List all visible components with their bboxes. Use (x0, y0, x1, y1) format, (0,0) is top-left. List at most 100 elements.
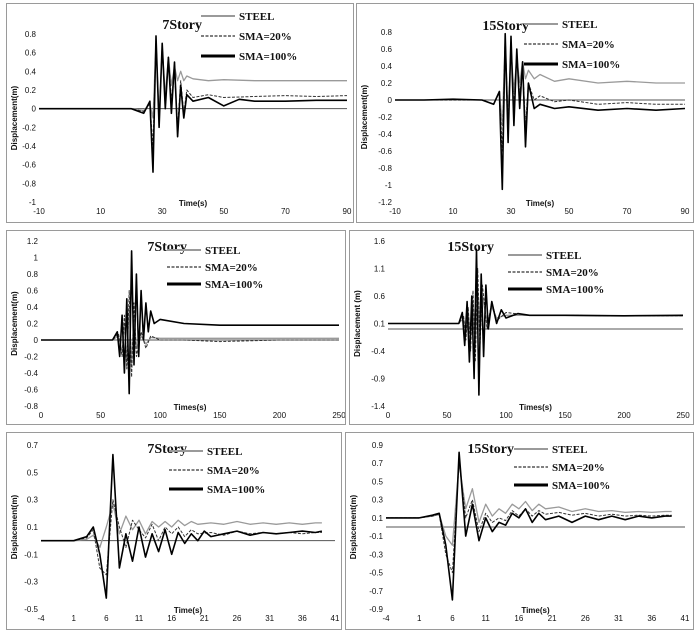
x-tick-label: 10 (449, 207, 458, 216)
y-tick-label: -0.9 (371, 375, 385, 384)
x-tick-label: 30 (158, 207, 167, 216)
y-axis-label: Displacement (m) (353, 290, 362, 357)
y-tick-label: -0.1 (24, 550, 38, 559)
chart-title: 7Story (162, 18, 202, 33)
x-axis-label: Time(s) (174, 606, 203, 615)
legend-entry: STEEL (239, 11, 274, 23)
chart-panel-4: 1.6 1.1 0.6 0.1 -0.4 -0.9 -1.4 0 50 100 150 200 250 T… (349, 230, 694, 425)
y-tick-label: -0.6 (378, 147, 392, 156)
x-tick-label: 100 (154, 411, 168, 420)
x-tick-label: 100 (499, 411, 513, 420)
series-line-sma-20- (41, 290, 339, 378)
x-axis-label: Times(s) (174, 403, 207, 412)
y-tick-label: 0.2 (27, 320, 39, 329)
y-tick-label: -0.4 (378, 130, 392, 139)
y-tick-label: 0.3 (372, 496, 384, 505)
chart-panel-5: 0.7 0.5 0.3 0.1 -0.1 -0.3 -0.5 -4 1 6 11 16 21 26 31 36… (6, 432, 342, 630)
chart-svg-4: 1.6 1.1 0.6 0.1 -0.4 -0.9 -1.40 50 100 150 200 250 T… (353, 237, 690, 420)
x-tick-label: 41 (331, 614, 340, 623)
y-axis-label: Displacement(m) (10, 291, 19, 356)
y-tick-label: 1.2 (27, 237, 39, 246)
y-tick-label: -0.2 (22, 123, 36, 132)
series-line-steel (386, 462, 672, 546)
y-tick-label: -0.2 (24, 353, 38, 362)
chart-panel-2: 0.8 0.6 0.4 0.2 0 -0.2 -0.4 -0.6 -0.8 -1 -1.2 -10 10… (356, 3, 694, 223)
series-line-steel (41, 503, 322, 549)
y-tick-label: -0.3 (24, 578, 38, 587)
legend-entry: STEEL (552, 444, 587, 456)
y-tick-label: -0.3 (369, 550, 383, 559)
y-axis-label: Displacement(m) (10, 85, 19, 150)
y-tick-label: 0.7 (372, 459, 384, 468)
x-tick-label: 0 (39, 411, 44, 420)
x-tick-label: 31 (614, 614, 623, 623)
y-tick-label: 0.6 (381, 45, 393, 54)
legend-entry: SMA=20% (552, 462, 605, 474)
legend-entry: SMA=20% (205, 262, 258, 274)
x-tick-label: 90 (681, 207, 690, 216)
x-tick-label: 26 (581, 614, 590, 623)
y-tick-label: 0.8 (27, 270, 39, 279)
x-tick-label: 11 (135, 614, 144, 623)
y-tick-label: 0 (34, 336, 39, 345)
legend-entry: SMA=20% (239, 31, 292, 43)
y-tick-label: -0.9 (369, 605, 383, 614)
legend-entry: SMA=100% (239, 51, 297, 63)
x-tick-label: 0 (386, 411, 391, 420)
chart-svg-3: 1.210.80.60.40.20-0.2-0.4-0.6-0.80 50 100 1… (10, 237, 345, 420)
y-tick-label: 0.6 (374, 292, 386, 301)
y-tick-label: 0.1 (372, 514, 384, 523)
x-tick-label: 200 (273, 411, 287, 420)
chart-svg-6: 0.90.70.50.30.1-0.1-0.3-0.5-0.7-0.9-4 1 6 1… (349, 441, 690, 623)
x-tick-label: 200 (617, 411, 631, 420)
legend-entry: SMA=100% (552, 480, 610, 492)
x-axis-label: Time(s) (179, 199, 208, 208)
x-tick-label: 90 (343, 207, 352, 216)
y-tick-label: 0.9 (372, 441, 384, 450)
y-tick-label: -0.4 (371, 347, 385, 356)
chart-panel-1: 0.8 0.6 0.4 0.2 0 -0.2 -0.4 -0.6 -0.8 -1 -10 10 30 50… (6, 3, 354, 223)
legend-entry: SMA=20% (562, 39, 615, 51)
legend-entry: SMA=100% (205, 279, 263, 291)
y-tick-label: -0.4 (24, 369, 38, 378)
x-tick-label: 150 (558, 411, 572, 420)
series-line-sma-100- (395, 32, 686, 191)
y-tick-label: 0.4 (381, 62, 393, 71)
y-tick-label: 0.1 (374, 320, 386, 329)
y-tick-label: 0.1 (27, 523, 39, 532)
chart-svg-1: 0.8 0.6 0.4 0.2 0 -0.2 -0.4 -0.6 -0.8 -1-10 10 30 50… (10, 11, 352, 216)
series-line-sma-100- (39, 35, 347, 173)
x-tick-label: 16 (514, 614, 523, 623)
series-line-steel (395, 39, 685, 127)
legend-entry: SMA=100% (207, 484, 265, 496)
x-tick-label: 6 (104, 614, 109, 623)
x-tick-label: 70 (281, 207, 290, 216)
y-tick-label: 0.5 (27, 468, 39, 477)
x-axis-label: Time(s) (526, 199, 555, 208)
chart-title: 15Story (467, 442, 514, 457)
y-tick-label: 0.4 (27, 303, 39, 312)
y-tick-label: -0.6 (24, 386, 38, 395)
y-tick-label: -1.4 (371, 402, 385, 411)
chart-title: 7Story (147, 240, 187, 255)
y-tick-label: 0.8 (381, 28, 393, 37)
x-axis-label: Time(s) (521, 606, 550, 615)
x-tick-label: 1 (417, 614, 422, 623)
x-tick-label: 150 (213, 411, 227, 420)
y-axis-label: Displacement(m) (10, 494, 19, 559)
y-tick-label: 0.7 (27, 441, 39, 450)
x-tick-label: 26 (233, 614, 242, 623)
y-tick-label: 0 (388, 96, 393, 105)
y-tick-label: 0 (32, 105, 37, 114)
y-tick-label: 0.6 (27, 287, 39, 296)
legend-entry: STEEL (205, 245, 240, 257)
x-tick-label: -10 (33, 207, 45, 216)
y-tick-label: -0.5 (369, 569, 383, 578)
x-tick-label: 10 (96, 207, 105, 216)
x-tick-label: -4 (382, 614, 390, 623)
y-tick-label: -0.5 (24, 605, 38, 614)
series-line-sma-100- (41, 453, 323, 599)
legend-entry: STEEL (207, 446, 242, 458)
series-line-sma-20- (395, 35, 685, 152)
